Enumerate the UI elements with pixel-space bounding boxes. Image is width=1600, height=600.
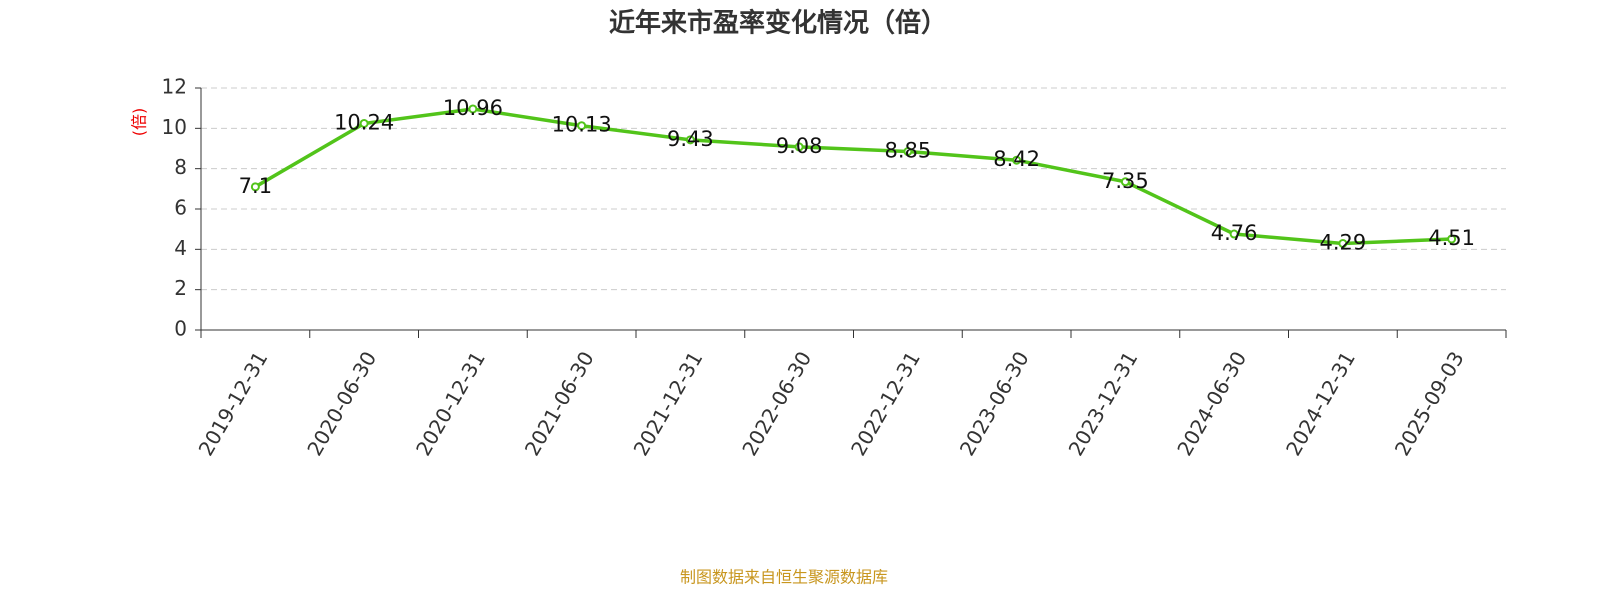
y-tick-label: 4 xyxy=(174,236,187,260)
point xyxy=(359,118,369,128)
x-tick-label: 2025-09-03 xyxy=(1390,347,1469,460)
y-tick-label: 0 xyxy=(174,317,187,341)
y-axis-label: (倍) xyxy=(130,108,149,137)
point xyxy=(250,182,260,192)
x-tick-label: 2022-06-30 xyxy=(737,347,816,460)
x-tick-label: 2020-06-30 xyxy=(302,347,381,460)
point xyxy=(1338,238,1348,248)
x-tick-label: 2023-12-31 xyxy=(1064,347,1143,460)
x-tick-label: 2020-12-31 xyxy=(411,347,490,460)
data-label: 10.24 xyxy=(334,110,394,134)
point xyxy=(577,121,587,131)
data-label: 10.96 xyxy=(443,96,503,120)
point xyxy=(903,147,913,157)
data-label: 4.76 xyxy=(1211,221,1258,245)
x-tick-label: 2023-06-30 xyxy=(955,347,1034,460)
y-tick-label: 6 xyxy=(174,196,187,220)
data-label: 4.51 xyxy=(1428,226,1475,250)
point xyxy=(1229,229,1239,239)
data-label: 4.29 xyxy=(1319,230,1366,254)
y-tick-label: 10 xyxy=(162,115,187,139)
y-tick-label: 12 xyxy=(162,75,187,99)
point xyxy=(794,142,804,152)
point xyxy=(1012,155,1022,165)
x-tick-label: 2022-12-31 xyxy=(846,347,925,460)
data-label: 8.42 xyxy=(993,147,1040,171)
y-tick-label: 2 xyxy=(174,276,187,300)
x-tick-label: 2021-06-30 xyxy=(520,347,599,460)
line-series xyxy=(254,107,1452,246)
data-label: 9.08 xyxy=(776,134,823,158)
x-tick-label: 2024-06-30 xyxy=(1172,347,1251,460)
chart-title: 近年来市盈率变化情况（倍） xyxy=(609,8,947,39)
data-label: 8.85 xyxy=(884,139,931,163)
data-label: 7.35 xyxy=(1102,169,1149,193)
point xyxy=(1447,234,1457,244)
x-tick-label: 2021-12-31 xyxy=(629,347,708,460)
point xyxy=(1120,177,1130,187)
data-label: 10.13 xyxy=(552,113,612,137)
x-tick-label: 2024-12-31 xyxy=(1281,347,1360,460)
data-label: 9.43 xyxy=(667,127,714,151)
y-tick-label: 8 xyxy=(174,155,187,179)
source-note: 制图数据来自恒生聚源数据库 xyxy=(680,568,888,587)
point xyxy=(685,135,695,145)
x-tick-label: 2019-12-31 xyxy=(194,347,273,460)
point xyxy=(468,104,478,114)
data-label: 7.1 xyxy=(239,174,272,198)
